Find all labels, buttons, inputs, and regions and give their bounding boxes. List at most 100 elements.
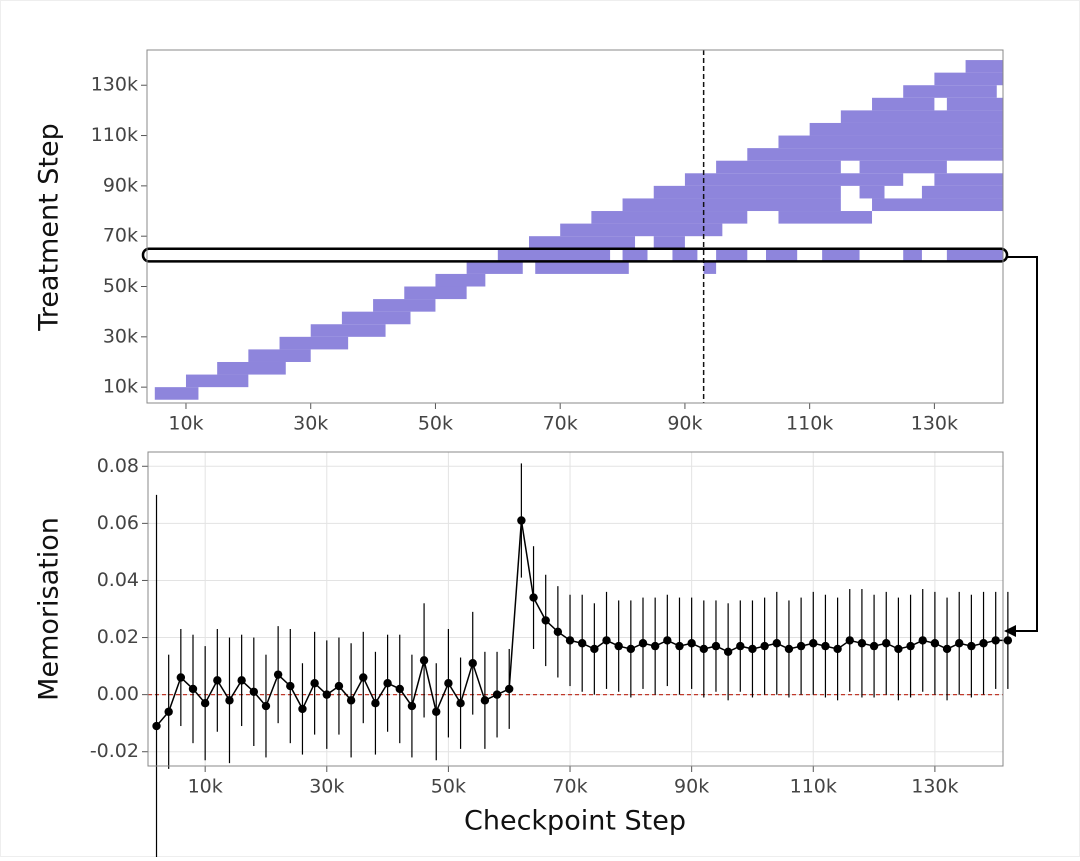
data-point <box>273 670 283 679</box>
data-point <box>699 644 709 654</box>
data-point <box>626 644 636 654</box>
data-point <box>505 684 514 694</box>
data-point <box>517 516 526 525</box>
data-point <box>419 656 429 665</box>
x-tick-label: 110k <box>786 413 833 435</box>
data-point <box>468 659 477 668</box>
x-tick-label: 50k <box>431 776 466 798</box>
heatmap-cell <box>591 211 748 224</box>
heatmap-cell <box>154 387 199 400</box>
data-point <box>711 641 721 651</box>
data-point <box>760 641 769 651</box>
heatmap-cell <box>341 311 411 325</box>
data-point <box>541 616 550 625</box>
data-point <box>395 684 404 694</box>
data-point <box>298 704 307 714</box>
y-axis-title: Memorisation <box>34 517 65 701</box>
heatmap-cell <box>529 236 636 249</box>
data-point <box>553 627 563 637</box>
heatmap-cell <box>766 248 798 262</box>
heatmap-cell <box>653 185 841 199</box>
heatmap-cell <box>404 286 467 300</box>
heatmap-cell <box>279 336 349 350</box>
heatmap-cell <box>872 97 935 111</box>
heatmap-cell <box>653 236 685 249</box>
data-point <box>334 681 344 691</box>
heatmap-cell <box>622 198 841 212</box>
heatmap-cell <box>373 299 436 312</box>
data-point <box>906 641 915 651</box>
data-point <box>322 690 331 699</box>
data-point <box>565 636 575 645</box>
data-point <box>200 699 210 708</box>
heatmap-cell <box>872 198 1003 212</box>
heatmap-cell <box>859 160 947 174</box>
x-tick-label: 10k <box>168 413 203 435</box>
heatmap-cell <box>248 349 311 362</box>
data-point <box>346 696 356 705</box>
y-tick-label: 0.00 <box>97 683 139 705</box>
y-tick-label: 0.02 <box>97 626 139 648</box>
data-point <box>845 636 854 645</box>
heatmap-cell <box>921 185 1003 199</box>
data-point <box>918 636 927 645</box>
data-point <box>809 639 818 648</box>
data-point <box>663 636 672 645</box>
y-tick-label: 30k <box>103 325 138 347</box>
heatmap-cell <box>217 361 286 375</box>
heatmap-cell <box>965 60 1003 73</box>
heatmap-cell <box>934 72 1003 86</box>
data-point <box>213 676 222 685</box>
heatmap-cell <box>809 122 1003 136</box>
y-tick-label: -0.02 <box>90 740 139 762</box>
heatmap-cell <box>310 324 386 337</box>
data-point <box>1003 636 1013 645</box>
heatmap-cell <box>946 248 1003 262</box>
y-tick-label: 90k <box>103 174 138 196</box>
data-point <box>225 696 234 705</box>
data-point <box>748 644 757 654</box>
data-point <box>650 641 660 651</box>
data-point <box>796 641 806 651</box>
data-point <box>371 699 380 708</box>
heatmap-cell <box>672 248 698 262</box>
connector-arrow <box>1007 256 1038 632</box>
data-point <box>894 644 903 654</box>
data-point <box>249 687 259 696</box>
heatmap-cell <box>622 248 648 262</box>
data-point <box>456 699 465 708</box>
data-point <box>638 639 648 648</box>
data-point <box>614 641 623 651</box>
y-tick-label: 0.04 <box>97 569 139 591</box>
data-point <box>602 636 611 645</box>
heatmap-cell <box>946 97 1003 111</box>
data-point <box>480 696 490 705</box>
heatmap-cell <box>747 148 1003 161</box>
heatmap-cell <box>778 135 1003 149</box>
data-point <box>261 701 271 711</box>
data-point <box>942 644 952 654</box>
y-tick-label: 130k <box>91 74 138 96</box>
heatmap-cell <box>934 173 1003 186</box>
data-point <box>882 639 891 648</box>
heatmap-cell <box>535 261 629 274</box>
x-tick-label: 130k <box>911 413 958 435</box>
y-tick-label: 0.06 <box>97 512 139 534</box>
data-point <box>687 639 696 648</box>
y-tick-label: 10k <box>103 376 138 398</box>
y-axis-title: Treatment Step <box>34 123 65 331</box>
data-point <box>857 639 867 648</box>
x-tick-label: 70k <box>552 776 587 798</box>
data-point <box>492 690 502 699</box>
x-axis-title: Checkpoint Step <box>464 806 686 837</box>
x-tick-label: 90k <box>667 413 702 435</box>
highlight-box <box>141 247 1009 263</box>
data-point <box>407 701 417 711</box>
heatmap-cell <box>840 110 1003 123</box>
data-point <box>930 639 940 648</box>
heatmap-cell <box>684 173 904 186</box>
heatmap-cell <box>716 160 841 174</box>
x-tick-label: 90k <box>674 776 709 798</box>
data-point <box>736 641 745 651</box>
